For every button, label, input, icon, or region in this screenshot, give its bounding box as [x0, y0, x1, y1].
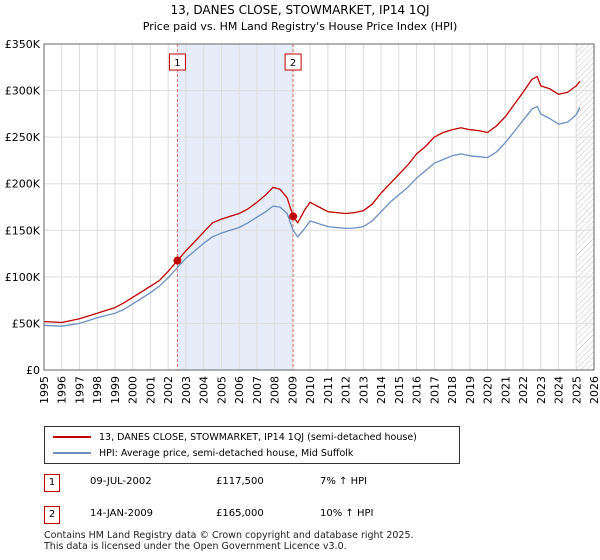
- x-tick-label: 2019: [464, 376, 477, 404]
- property-price-line: [43, 75, 581, 324]
- x-tick-label: 2015: [393, 376, 406, 404]
- legend: 13, DANES CLOSE, STOWMARKET, IP14 1QJ (s…: [44, 426, 460, 464]
- x-tick-label: 1998: [91, 376, 104, 404]
- x-tick-label: 2023: [535, 376, 548, 404]
- transaction-hpi: 10% ↑ HPI: [320, 508, 374, 519]
- marker-label-box: [284, 53, 302, 71]
- transaction-date: 14-JAN-2009: [90, 508, 154, 519]
- x-tick-label: 2017: [428, 376, 441, 404]
- plot-border: [43, 43, 595, 371]
- marker-label-box: [168, 53, 186, 71]
- x-tick-label: 2013: [357, 376, 370, 404]
- x-tick-label: 1999: [109, 376, 122, 404]
- x-tick-label: 2016: [411, 376, 424, 404]
- transaction-price: £117,500: [216, 476, 264, 487]
- transaction-row: 2 14-JAN-2009 £165,000 10% ↑ HPI: [44, 504, 544, 524]
- x-tick-label: 2018: [446, 376, 459, 404]
- y-tick-label: £50K: [12, 317, 41, 330]
- marker-label: 2: [290, 58, 296, 69]
- y-tick-label: £100K: [5, 271, 41, 284]
- x-tick-label: 2005: [215, 376, 228, 404]
- chart-subtitle: Price paid vs. HM Land Registry's House …: [143, 20, 458, 33]
- x-tick-label: 2024: [553, 376, 566, 404]
- legend-item-property: 13, DANES CLOSE, STOWMARKET, IP14 1QJ (s…: [53, 430, 417, 444]
- legend-label-property: 13, DANES CLOSE, STOWMARKET, IP14 1QJ (s…: [99, 431, 417, 443]
- x-tick-label: 2008: [269, 376, 282, 404]
- legend-item-hpi: HPI: Average price, semi-detached house,…: [53, 446, 353, 460]
- transaction-price: £165,000: [216, 508, 264, 519]
- price-chart: 13, DANES CLOSE, STOWMARKET, IP14 1QJ Pr…: [5, 3, 600, 404]
- legend-swatch-hpi: [53, 452, 91, 454]
- x-tick-label: 2025: [570, 376, 583, 404]
- sale-point: [289, 212, 298, 221]
- transaction-row: 1 09-JUL-2002 £117,500 7% ↑ HPI: [44, 472, 544, 492]
- y-tick-label: £250K: [5, 131, 41, 144]
- x-tick-label: 2020: [482, 376, 495, 404]
- x-tick-label: 2006: [233, 376, 246, 404]
- transaction-number: 2: [44, 506, 60, 524]
- transaction-hpi: 7% ↑ HPI: [320, 476, 368, 487]
- x-tick-label: 2007: [251, 376, 264, 404]
- legend-label-hpi: HPI: Average price, semi-detached house,…: [99, 447, 354, 459]
- forecast-hatch: [576, 44, 594, 370]
- sale-point: [173, 256, 182, 265]
- hpi-line: [43, 105, 581, 327]
- legend-swatch-property: [53, 436, 91, 438]
- x-tick-label: 2011: [322, 376, 335, 404]
- x-tick-label: 2000: [127, 376, 140, 404]
- x-tick-label: 2003: [180, 376, 193, 404]
- x-tick-label: 1997: [73, 376, 86, 404]
- x-tick-label: 2009: [286, 376, 299, 404]
- marker-label: 1: [174, 58, 180, 69]
- x-tick-label: 2004: [198, 376, 211, 404]
- x-tick-label: 1995: [38, 376, 51, 404]
- x-tick-label: 2002: [162, 376, 175, 404]
- x-tick-label: 2026: [588, 376, 600, 404]
- y-tick-label: £300K: [5, 85, 41, 98]
- y-tick-label: £350K: [5, 38, 41, 51]
- ownership-shade: [177, 44, 294, 370]
- footer-line-copyright: Contains HM Land Registry data © Crown c…: [44, 530, 414, 541]
- x-tick-label: 2022: [517, 376, 530, 404]
- y-tick-label: £200K: [5, 178, 41, 191]
- transaction-date: 09-JUL-2002: [90, 476, 152, 487]
- x-tick-label: 2012: [340, 376, 353, 404]
- x-tick-label: 2021: [499, 376, 512, 404]
- y-tick-label: £150K: [5, 224, 41, 237]
- x-tick-label: 2014: [375, 376, 388, 404]
- transaction-number: 1: [44, 474, 60, 492]
- x-tick-label: 2001: [144, 376, 157, 404]
- footer: Contains HM Land Registry data © Crown c…: [44, 530, 414, 552]
- footer-line-licence: This data is licensed under the Open Gov…: [44, 541, 347, 552]
- chart-title: 13, DANES CLOSE, STOWMARKET, IP14 1QJ: [170, 3, 429, 17]
- y-tick-label: £0: [26, 364, 40, 377]
- x-tick-label: 1996: [56, 376, 69, 404]
- x-tick-label: 2010: [304, 376, 317, 404]
